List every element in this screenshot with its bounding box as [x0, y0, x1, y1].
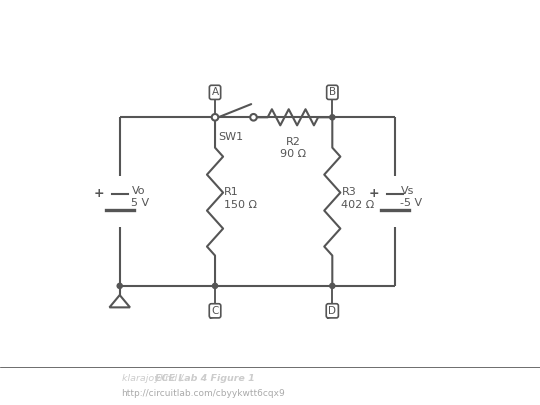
Text: 150 Ω: 150 Ω [224, 200, 257, 210]
Circle shape [212, 115, 218, 120]
Polygon shape [110, 295, 130, 307]
Text: R2: R2 [286, 137, 300, 147]
Text: Vo: Vo [131, 185, 145, 196]
Circle shape [212, 114, 218, 121]
Text: klarajoylind /: klarajoylind / [122, 373, 186, 383]
Circle shape [330, 284, 335, 288]
Circle shape [330, 115, 335, 120]
Text: http://circuitlab.com/cbyykwtt6cqx9: http://circuitlab.com/cbyykwtt6cqx9 [122, 389, 285, 398]
Text: 90 Ω: 90 Ω [280, 149, 306, 159]
Text: A: A [212, 87, 219, 97]
Text: SW1: SW1 [218, 132, 243, 143]
Text: C: C [211, 306, 219, 316]
Text: +: + [94, 187, 105, 200]
Circle shape [212, 284, 218, 288]
Text: CIRCUIT: CIRCUIT [14, 373, 54, 382]
Text: —ω—▶—LAB: —ω—▶—LAB [14, 388, 51, 397]
Text: -5 V: -5 V [401, 198, 423, 209]
Text: D: D [328, 306, 336, 316]
Circle shape [250, 114, 257, 121]
Text: R1: R1 [224, 188, 239, 197]
Text: ECE Lab 4 Figure 1: ECE Lab 4 Figure 1 [155, 373, 255, 383]
Text: +: + [369, 187, 380, 200]
Text: B: B [329, 87, 336, 97]
Text: Vs: Vs [401, 185, 414, 196]
Circle shape [117, 284, 122, 288]
Text: 402 Ω: 402 Ω [341, 200, 375, 210]
Text: R3: R3 [341, 188, 356, 197]
Text: 5 V: 5 V [131, 198, 150, 209]
